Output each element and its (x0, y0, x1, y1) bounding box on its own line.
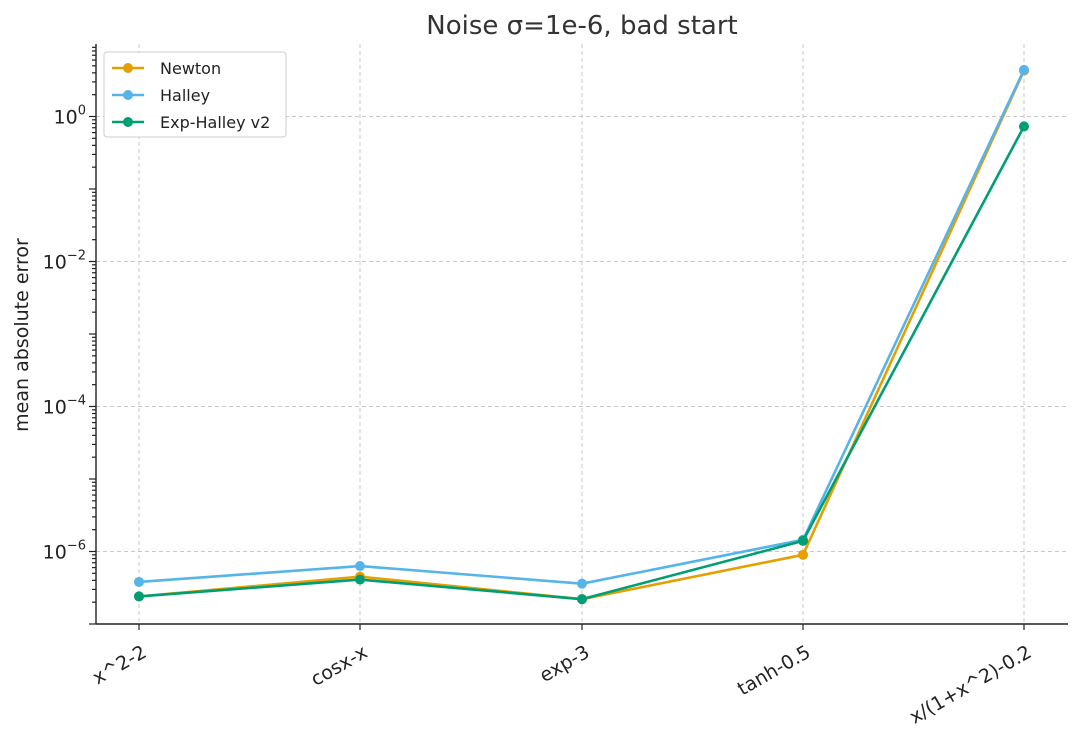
x-tick-label: cosx-x (307, 641, 371, 691)
grid (96, 44, 1068, 624)
y-tick-label: 100 (54, 104, 86, 129)
data-point (134, 591, 144, 602)
tick-labels: 100 10−2 10−4 10−6 x^2-2 cosx-x exp-3 tanh-0.5 x… (43, 104, 1036, 729)
series-layer (134, 64, 1029, 605)
data-point (134, 576, 144, 587)
legend: Newton Halley Exp-Halley v2 (103, 51, 287, 138)
y-tick-label: 10−6 (43, 539, 86, 564)
data-point (355, 574, 365, 585)
data-point (798, 549, 808, 560)
data-point (577, 594, 587, 605)
legend-label: Newton (160, 59, 221, 78)
legend-item: Exp-Halley v2 (112, 113, 270, 132)
y-tick-label: 10−2 (43, 249, 86, 274)
legend-item: Halley (112, 86, 210, 105)
data-point (577, 578, 587, 589)
series-exp-halley-v2 (134, 121, 1029, 605)
legend-marker (123, 117, 133, 127)
x-tick-label: tanh-0.5 (734, 641, 814, 700)
legend-marker (123, 63, 133, 73)
legend-label: Exp-Halley v2 (160, 113, 270, 132)
chart-title: Noise σ=1e-6, bad start (426, 11, 737, 41)
axes (89, 44, 1068, 630)
x-tick-label: x^2-2 (89, 641, 150, 689)
legend-box (103, 51, 287, 138)
legend-label: Halley (160, 86, 210, 105)
y-axis-label: mean absolute error (11, 238, 33, 432)
x-tick-label: x/(1+x^2)-0.2 (906, 641, 1035, 728)
x-tick-label: exp-3 (536, 641, 593, 687)
y-tick-label: 10−4 (43, 394, 86, 419)
data-point (1019, 64, 1029, 75)
data-point (355, 561, 365, 572)
legend-item: Newton (112, 59, 221, 78)
data-point (1019, 121, 1029, 132)
data-point (798, 535, 808, 546)
legend-marker (123, 90, 133, 100)
